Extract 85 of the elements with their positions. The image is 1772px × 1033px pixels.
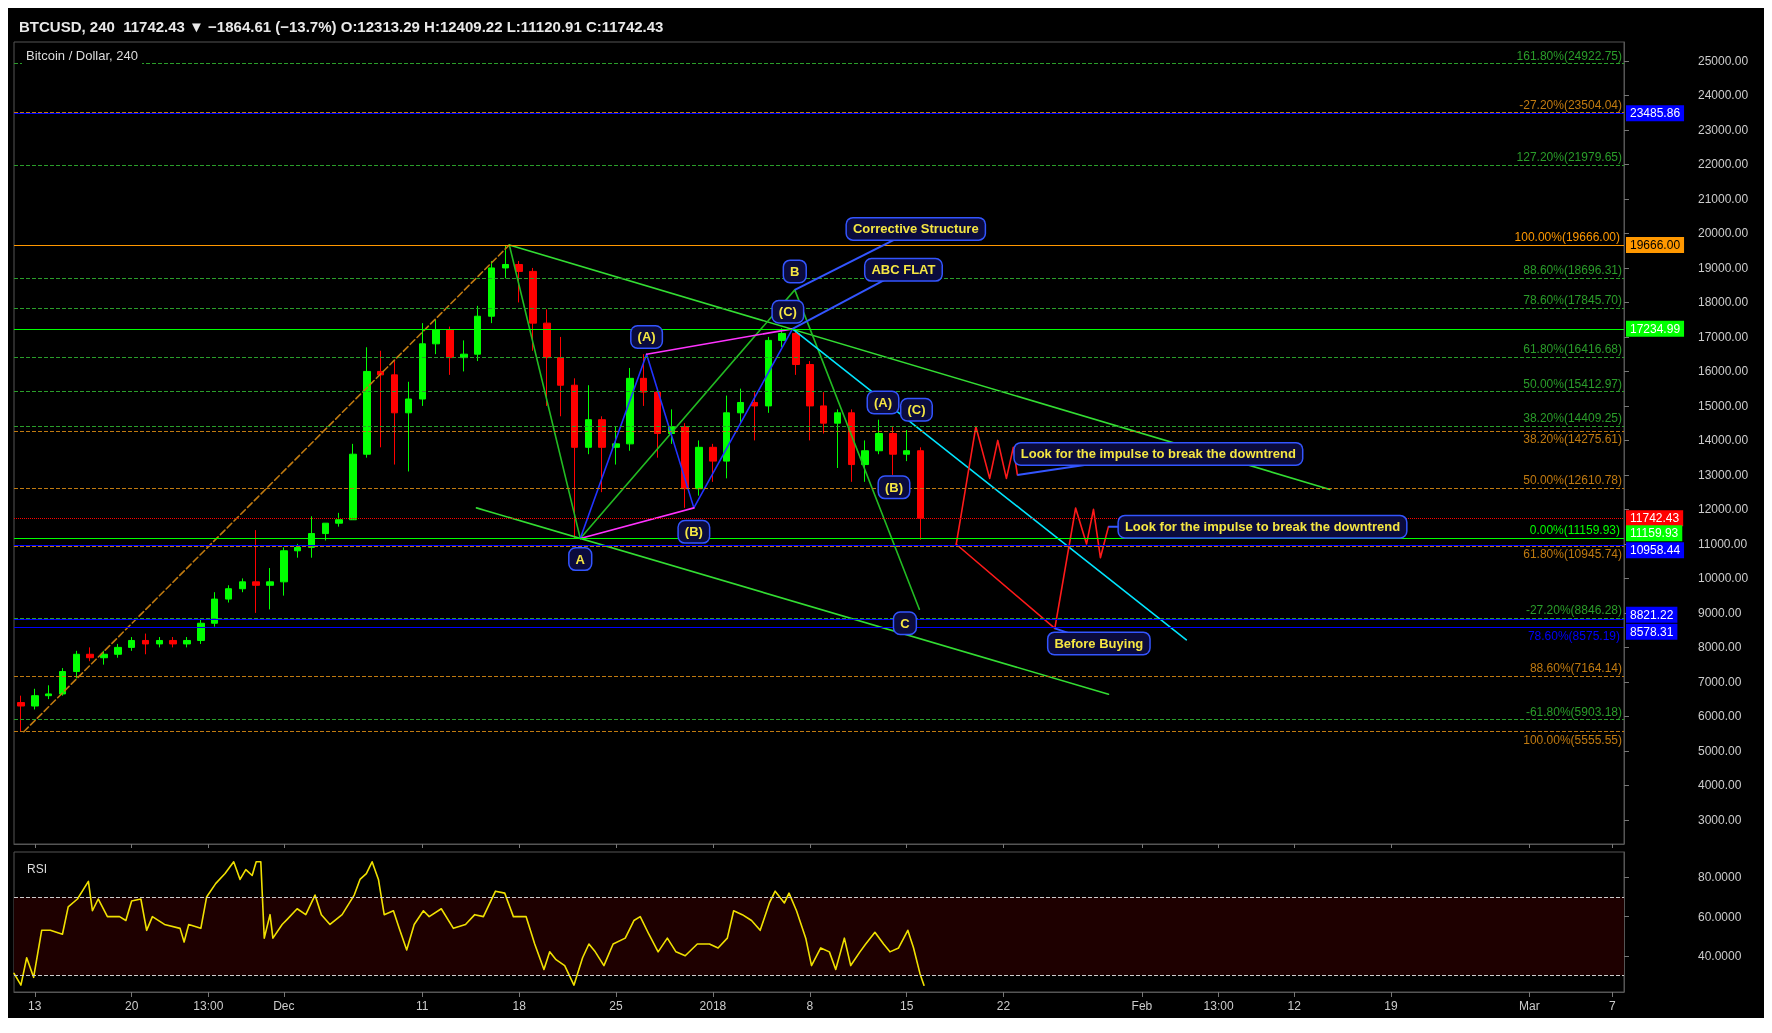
y-tick-label: 7000.00 [1698, 674, 1742, 689]
ref-line-label: 38.20%(14409.25) [1523, 411, 1622, 426]
x-tick-label: Dec [273, 999, 295, 1013]
annotation: (B) [884, 479, 903, 495]
x-tick-label: 8 [806, 999, 814, 1013]
x-tick-label: 2018 [699, 999, 727, 1013]
x-tick-label: Feb [1131, 999, 1153, 1013]
annotation: (C) [778, 304, 797, 320]
ref-line-label: 19666.00 [1630, 237, 1681, 252]
y-tick-label: 18000.00 [1698, 295, 1749, 310]
annotation: B [790, 263, 800, 279]
x-tick-label: Mar [1519, 999, 1540, 1013]
x-tick-label: 13:00 [193, 999, 224, 1013]
ref-line-label: 50.00%(12610.78) [1523, 473, 1622, 488]
annotation: (A) [873, 394, 893, 410]
annotation: (B) [684, 524, 703, 540]
y-tick-label: 17000.00 [1698, 329, 1749, 344]
x-tick-label: 19 [1384, 999, 1399, 1013]
annotation: (A) [637, 329, 656, 345]
y-tick-label: 19000.00 [1698, 260, 1749, 275]
y-tick-label: 80.0000 [1698, 870, 1742, 885]
annotation: 0.00%(11159.93) [1529, 523, 1620, 538]
y-tick-label: 10000.00 [1698, 571, 1749, 586]
annotation: Before Buying [1054, 635, 1144, 651]
y-tick-label: 40.0000 [1698, 948, 1742, 963]
annotation: 100.00%(19666.00) [1514, 229, 1620, 244]
y-tick-label: 23000.00 [1698, 122, 1749, 137]
y-tick-label: 12000.00 [1698, 502, 1749, 517]
ref-line-label: 17234.99 [1630, 321, 1681, 336]
annotation: A [575, 551, 586, 567]
ref-line-label: 100.00%(5555.55) [1523, 732, 1622, 747]
ref-line-label: 11159.93 [1630, 526, 1679, 541]
ref-line-label: 88.60%(18696.31) [1523, 263, 1622, 278]
y-tick-label: 15000.00 [1698, 398, 1749, 413]
ref-line-label: 23485.86 [1630, 106, 1681, 121]
annotation: ABC FLAT [871, 262, 936, 278]
y-tick-label: 20000.00 [1698, 226, 1749, 241]
x-tick-label: 25 [609, 999, 624, 1013]
annotation: (C) [907, 402, 926, 418]
annotation: Corrective Structure [852, 221, 979, 237]
x-tick-label: 13 [28, 999, 42, 1013]
ref-line-label: 50.00%(15412.97) [1523, 376, 1622, 391]
text: RSI [27, 862, 48, 876]
y-tick-label: 5000.00 [1698, 743, 1742, 758]
y-tick-label: 9000.00 [1698, 605, 1742, 620]
ref-line-label: -27.20%(23504.04) [1519, 97, 1622, 112]
x-tick-label: 13:00 [1203, 999, 1234, 1013]
ref-line-label: 8821.22 [1630, 607, 1674, 622]
y-tick-label: 22000.00 [1698, 157, 1749, 172]
ref-line-label: 11742.43 [1630, 511, 1680, 526]
y-tick-label: 25000.00 [1698, 53, 1749, 68]
annotation: 78.60%(8575.19) [1527, 628, 1620, 643]
ref-line-label: 127.20%(21979.65) [1516, 150, 1622, 165]
ref-line-label: 38.20%(14275.61) [1523, 431, 1622, 446]
y-tick-label: 8000.00 [1698, 640, 1742, 655]
ref-line-label: 8578.31 [1630, 624, 1674, 639]
x-tick-label: 22 [996, 999, 1011, 1013]
y-tick-label: 6000.00 [1698, 709, 1742, 724]
annotation: C [900, 615, 911, 631]
text: Bitcoin / Dollar, 240 [26, 48, 139, 63]
y-tick-label: 3000.00 [1698, 812, 1742, 827]
x-tick-label: 20 [124, 999, 139, 1013]
chart-title: BTCUSD, 240 11742.43 ▼ −1864.61 (−13.7%) O:12313.29 H:12409.22 L:11120.91 C:11742.43 [19, 18, 664, 35]
y-tick-label: 4000.00 [1698, 778, 1742, 793]
y-tick-label: 60.0000 [1698, 909, 1742, 924]
ref-line-label: 10958.44 [1630, 543, 1681, 558]
ref-line-label: 61.80%(16416.68) [1523, 342, 1622, 357]
x-tick-label: 15 [899, 999, 914, 1013]
x-tick-label: 12 [1287, 999, 1302, 1013]
y-tick-label: 24000.00 [1698, 88, 1749, 103]
y-tick-label: 16000.00 [1698, 364, 1749, 379]
y-tick-label: 21000.00 [1698, 191, 1749, 206]
ref-line-label: 161.80%(24922.75) [1516, 48, 1622, 63]
ref-line-label: -61.80%(5903.18) [1525, 704, 1622, 719]
x-tick-label: 7 [1609, 999, 1617, 1013]
y-tick-label: 14000.00 [1698, 433, 1749, 448]
annotation: Look for the impulse to break the downtrend [1020, 446, 1297, 462]
ref-line-label: 88.60%(7164.14) [1529, 661, 1622, 676]
x-tick-label: 18 [512, 999, 527, 1013]
x-tick-label: 11 [416, 999, 429, 1013]
ref-line-label: 61.80%(10945.74) [1523, 546, 1622, 561]
ref-line-label: -27.20%(8846.28) [1525, 603, 1622, 618]
y-tick-label: 11000.00 [1698, 536, 1748, 551]
y-tick-label: 13000.00 [1698, 467, 1749, 482]
ref-line-label: 78.60%(17845.70) [1523, 292, 1622, 307]
